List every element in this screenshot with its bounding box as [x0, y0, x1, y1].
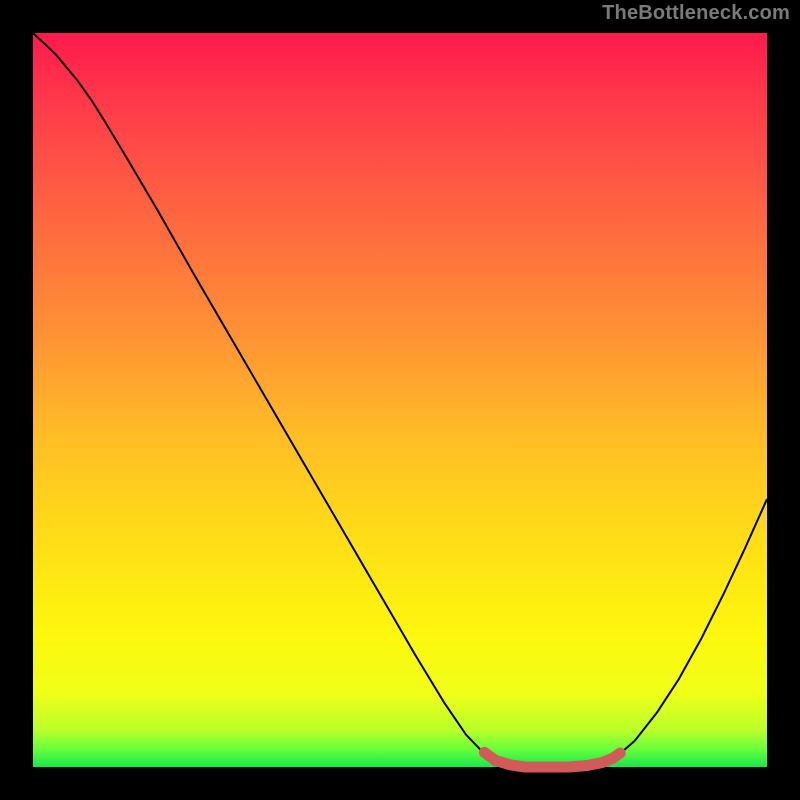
curve-layer: [33, 33, 767, 767]
bottleneck-curve: [33, 33, 767, 767]
trough-highlight: [484, 752, 620, 767]
watermark-text: TheBottleneck.com: [602, 2, 790, 25]
plot-area: [33, 33, 767, 767]
